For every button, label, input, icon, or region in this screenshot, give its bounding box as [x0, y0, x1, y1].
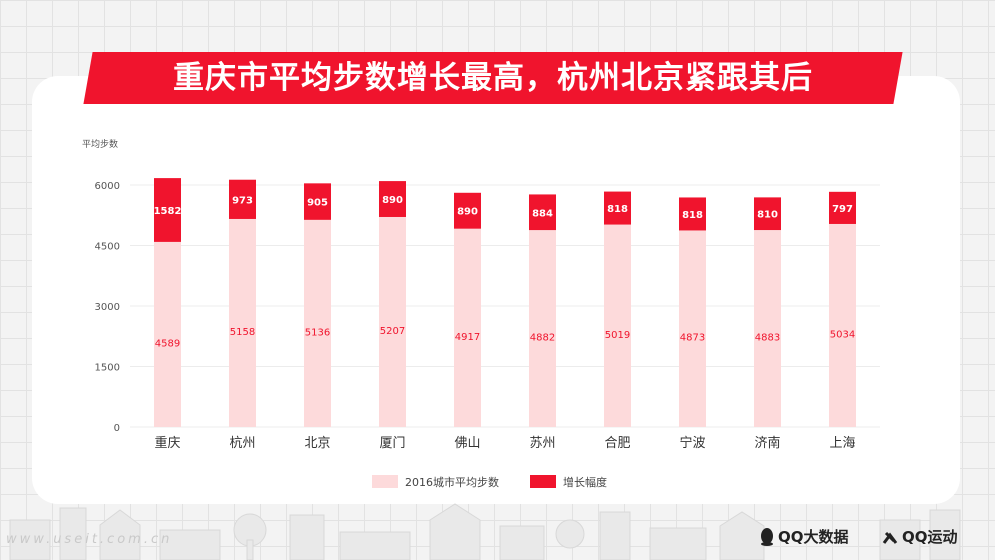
data-label-growth: 890 — [382, 195, 403, 206]
data-label-base: 5034 — [830, 329, 855, 340]
bar-growth-4 — [379, 181, 406, 217]
runner-icon — [882, 531, 898, 544]
x-tick-label: 厦门 — [379, 436, 405, 451]
data-label-base: 4882 — [530, 333, 555, 344]
y-tick-label: 4500 — [95, 242, 120, 253]
x-tick-label: 杭州 — [229, 436, 255, 451]
legend-swatch-base — [372, 475, 398, 488]
qq-big-data-text: QQ大数据 — [778, 528, 849, 546]
data-label-growth: 1582 — [154, 206, 182, 217]
data-label-growth: 818 — [607, 204, 628, 215]
data-label-base: 4589 — [155, 338, 180, 349]
x-tick-label: 合肥 — [604, 436, 630, 451]
data-label-growth: 797 — [832, 204, 853, 215]
x-tick-label: 宁波 — [679, 435, 705, 451]
x-tick-label: 重庆 — [154, 435, 180, 451]
y-tick-label: 1500 — [95, 363, 120, 374]
y-tick-label: 3000 — [95, 302, 120, 313]
bar-base-2 — [229, 218, 256, 427]
data-label-base: 5136 — [305, 327, 330, 338]
qq-sport-text: QQ运动 — [902, 528, 958, 546]
data-label-base: 4917 — [455, 332, 480, 343]
bar-base-4 — [379, 216, 406, 427]
x-tick-label: 苏州 — [529, 435, 555, 451]
bar-base-6 — [529, 230, 556, 427]
data-label-base: 4883 — [755, 333, 780, 344]
data-label-base: 5019 — [605, 330, 630, 341]
bar-base-10 — [829, 223, 856, 427]
data-label-growth: 810 — [757, 210, 778, 221]
bar-base-1 — [154, 241, 181, 427]
legend-swatch-growth — [530, 475, 556, 488]
page-title: 重庆市平均步数增长最高，杭州北京紧跟其后 — [173, 60, 813, 96]
y-tick-label: 6000 — [95, 181, 120, 192]
bar-growth-5 — [454, 192, 481, 229]
data-label-growth: 905 — [307, 198, 328, 209]
y-tick-label: 0 — [114, 423, 120, 434]
data-label-growth: 884 — [532, 208, 553, 219]
bar-growth-6 — [529, 194, 556, 231]
data-label-base: 5207 — [380, 326, 405, 337]
x-tick-label: 济南 — [754, 435, 780, 451]
bar-growth-1 — [154, 178, 181, 242]
qq-big-data-logo: QQ大数据 — [760, 526, 849, 547]
watermark: www.useit.com.cn — [6, 532, 173, 547]
bar-base-7 — [604, 224, 631, 427]
data-label-growth: 818 — [682, 210, 703, 221]
data-label-growth: 973 — [232, 195, 253, 206]
bar-base-5 — [454, 228, 481, 427]
data-label-growth: 890 — [457, 207, 478, 218]
x-tick-label: 上海 — [829, 436, 855, 451]
qq-sport-logo: QQ运动 — [882, 526, 958, 547]
bar-base-3 — [304, 219, 331, 427]
bar-growth-7 — [604, 191, 631, 225]
data-label-base: 5158 — [230, 327, 255, 338]
bar-base-8 — [679, 230, 706, 427]
bar-growth-9 — [754, 197, 781, 231]
x-tick-label: 佛山 — [454, 436, 480, 451]
bar-base-9 — [754, 230, 781, 427]
qq-penguin-icon — [761, 527, 773, 546]
legend-label-base: 2016城市平均步数 — [405, 475, 499, 489]
bar-growth-3 — [304, 183, 331, 220]
city-skyline-decoration — [9, 503, 961, 560]
x-tick-label: 北京 — [304, 436, 330, 451]
chart-card — [32, 76, 960, 504]
legend-label-growth: 增长幅度 — [563, 475, 607, 489]
y-axis-label: 平均步数 — [82, 138, 118, 150]
bar-growth-10 — [829, 191, 856, 224]
bar-growth-2 — [229, 179, 256, 219]
data-label-base: 4873 — [680, 333, 705, 344]
bar-growth-8 — [679, 197, 706, 231]
